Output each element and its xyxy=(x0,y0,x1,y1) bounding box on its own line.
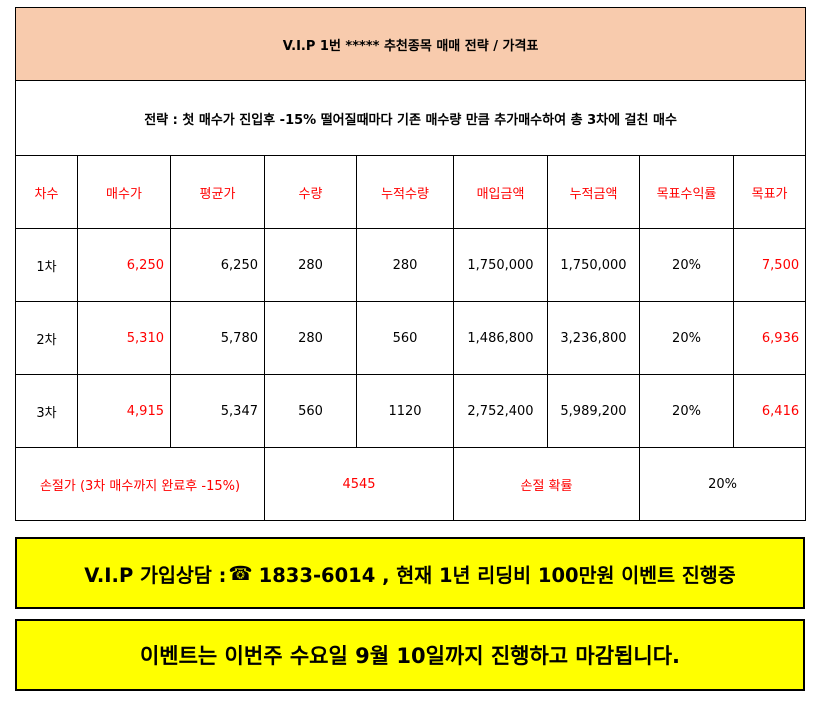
table-row: 2차 5,310 5,780 280 560 1,486,800 3,236,8… xyxy=(15,301,807,375)
header-avg-price: 평균가 xyxy=(170,155,265,229)
header-buy-price: 매수가 xyxy=(77,155,171,229)
header-qty: 수량 xyxy=(264,155,357,229)
cell-target-rate: 20% xyxy=(639,228,734,302)
cell-cum-qty: 1120 xyxy=(356,374,454,448)
price-table: V.I.P 1번 ***** 추천종목 매매 전략 / 가격표 전략 : 첫 매… xyxy=(14,7,807,521)
stop-loss-value: 4545 xyxy=(264,447,454,521)
cell-cum-amount: 3,236,800 xyxy=(547,301,640,375)
cell-target-price: 6,416 xyxy=(732,374,807,448)
cell-target-rate: 20% xyxy=(639,301,734,375)
table-row: 1차 6,250 6,250 280 280 1,750,000 1,750,0… xyxy=(15,228,807,302)
cell-buy-amount: 2,752,400 xyxy=(453,374,548,448)
cell-round: 1차 xyxy=(15,228,78,302)
cell-qty: 560 xyxy=(264,374,357,448)
cell-round: 2차 xyxy=(15,301,78,375)
vip-signup-banner: V.I.P 가입상담 : ☎ 1833-6014 , 현재 1년 리딩비 100… xyxy=(15,537,805,609)
cell-avg-price: 6,250 xyxy=(170,228,265,302)
stop-loss-row: 손절가 (3차 매수까지 완료후 -15%) 4545 손절 확률 20% xyxy=(15,447,807,521)
header-buy-amount: 매입금액 xyxy=(453,155,548,229)
stop-loss-prob-label: 손절 확률 xyxy=(453,447,640,521)
cell-target-price: 6,936 xyxy=(732,301,807,375)
phone-icon: ☎ xyxy=(228,561,253,585)
header-round: 차수 xyxy=(15,155,78,229)
cell-buy-price: 6,250 xyxy=(77,228,171,302)
cell-cum-qty: 560 xyxy=(356,301,454,375)
event-deadline-text: 이벤트는 이번주 수요일 9월 10일까지 진행하고 마감됩니다. xyxy=(139,644,681,668)
event-deadline-banner: 이벤트는 이번주 수요일 9월 10일까지 진행하고 마감됩니다. xyxy=(15,619,805,691)
header-cum-qty: 누적수량 xyxy=(356,155,454,229)
strategy-text: 전략 : 첫 매수가 진입후 -15% 떨어질때마다 기존 매수량 만큼 추가매… xyxy=(14,80,807,156)
table-row: 3차 4,915 5,347 560 1120 2,752,400 5,989,… xyxy=(15,374,807,448)
cell-buy-price: 5,310 xyxy=(77,301,171,375)
cell-target-rate: 20% xyxy=(639,374,734,448)
cell-cum-amount: 1,750,000 xyxy=(547,228,640,302)
cell-cum-qty: 280 xyxy=(356,228,454,302)
cell-round: 3차 xyxy=(15,374,78,448)
cell-buy-price: 4,915 xyxy=(77,374,171,448)
cell-buy-amount: 1,486,800 xyxy=(453,301,548,375)
cell-avg-price: 5,347 xyxy=(170,374,265,448)
stop-loss-label: 손절가 (3차 매수까지 완료후 -15%) xyxy=(15,447,265,521)
header-target-rate: 목표수익률 xyxy=(639,155,734,229)
banner-prefix: V.I.P 가입상담 : xyxy=(84,563,227,587)
table-header-row: 차수 매수가 평균가 수량 누적수량 매입금액 누적금액 목표수익률 목표가 xyxy=(15,155,807,229)
cell-target-price: 7,500 xyxy=(732,228,807,302)
cell-qty: 280 xyxy=(264,301,357,375)
cell-qty: 280 xyxy=(264,228,357,302)
header-target-price: 목표가 xyxy=(732,155,807,229)
cell-cum-amount: 5,989,200 xyxy=(547,374,640,448)
cell-avg-price: 5,780 xyxy=(170,301,265,375)
banner-phone-text: 1833-6014 , 현재 1년 리딩비 100만원 이벤트 진행중 xyxy=(258,563,736,587)
header-cum-amount: 누적금액 xyxy=(547,155,640,229)
page-title: V.I.P 1번 ***** 추천종목 매매 전략 / 가격표 xyxy=(14,7,807,81)
cell-buy-amount: 1,750,000 xyxy=(453,228,548,302)
stop-loss-prob-value: 20% xyxy=(638,447,807,521)
